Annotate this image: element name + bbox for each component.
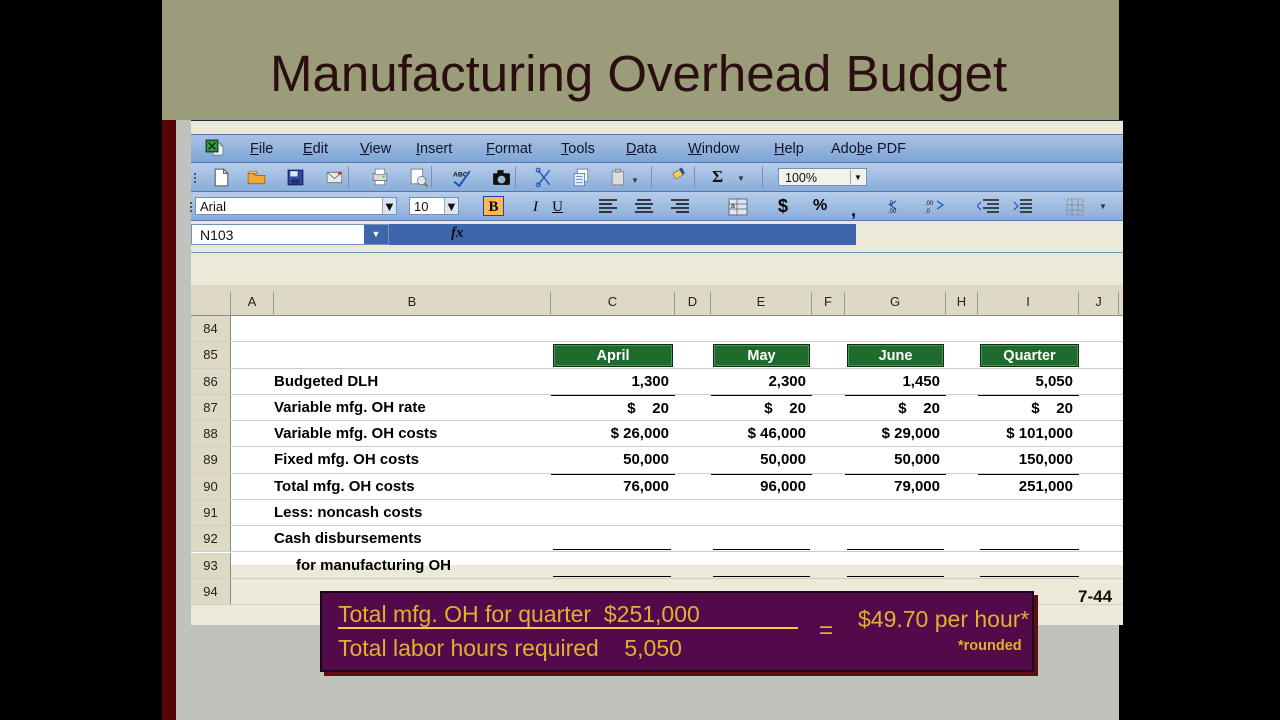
svg-text:.00: .00 [925,201,934,207]
svg-text:.00: .00 [888,209,897,215]
svg-text:a: a [731,203,735,210]
svg-text:.0: .0 [925,209,931,215]
svg-text:.0: .0 [888,201,894,207]
